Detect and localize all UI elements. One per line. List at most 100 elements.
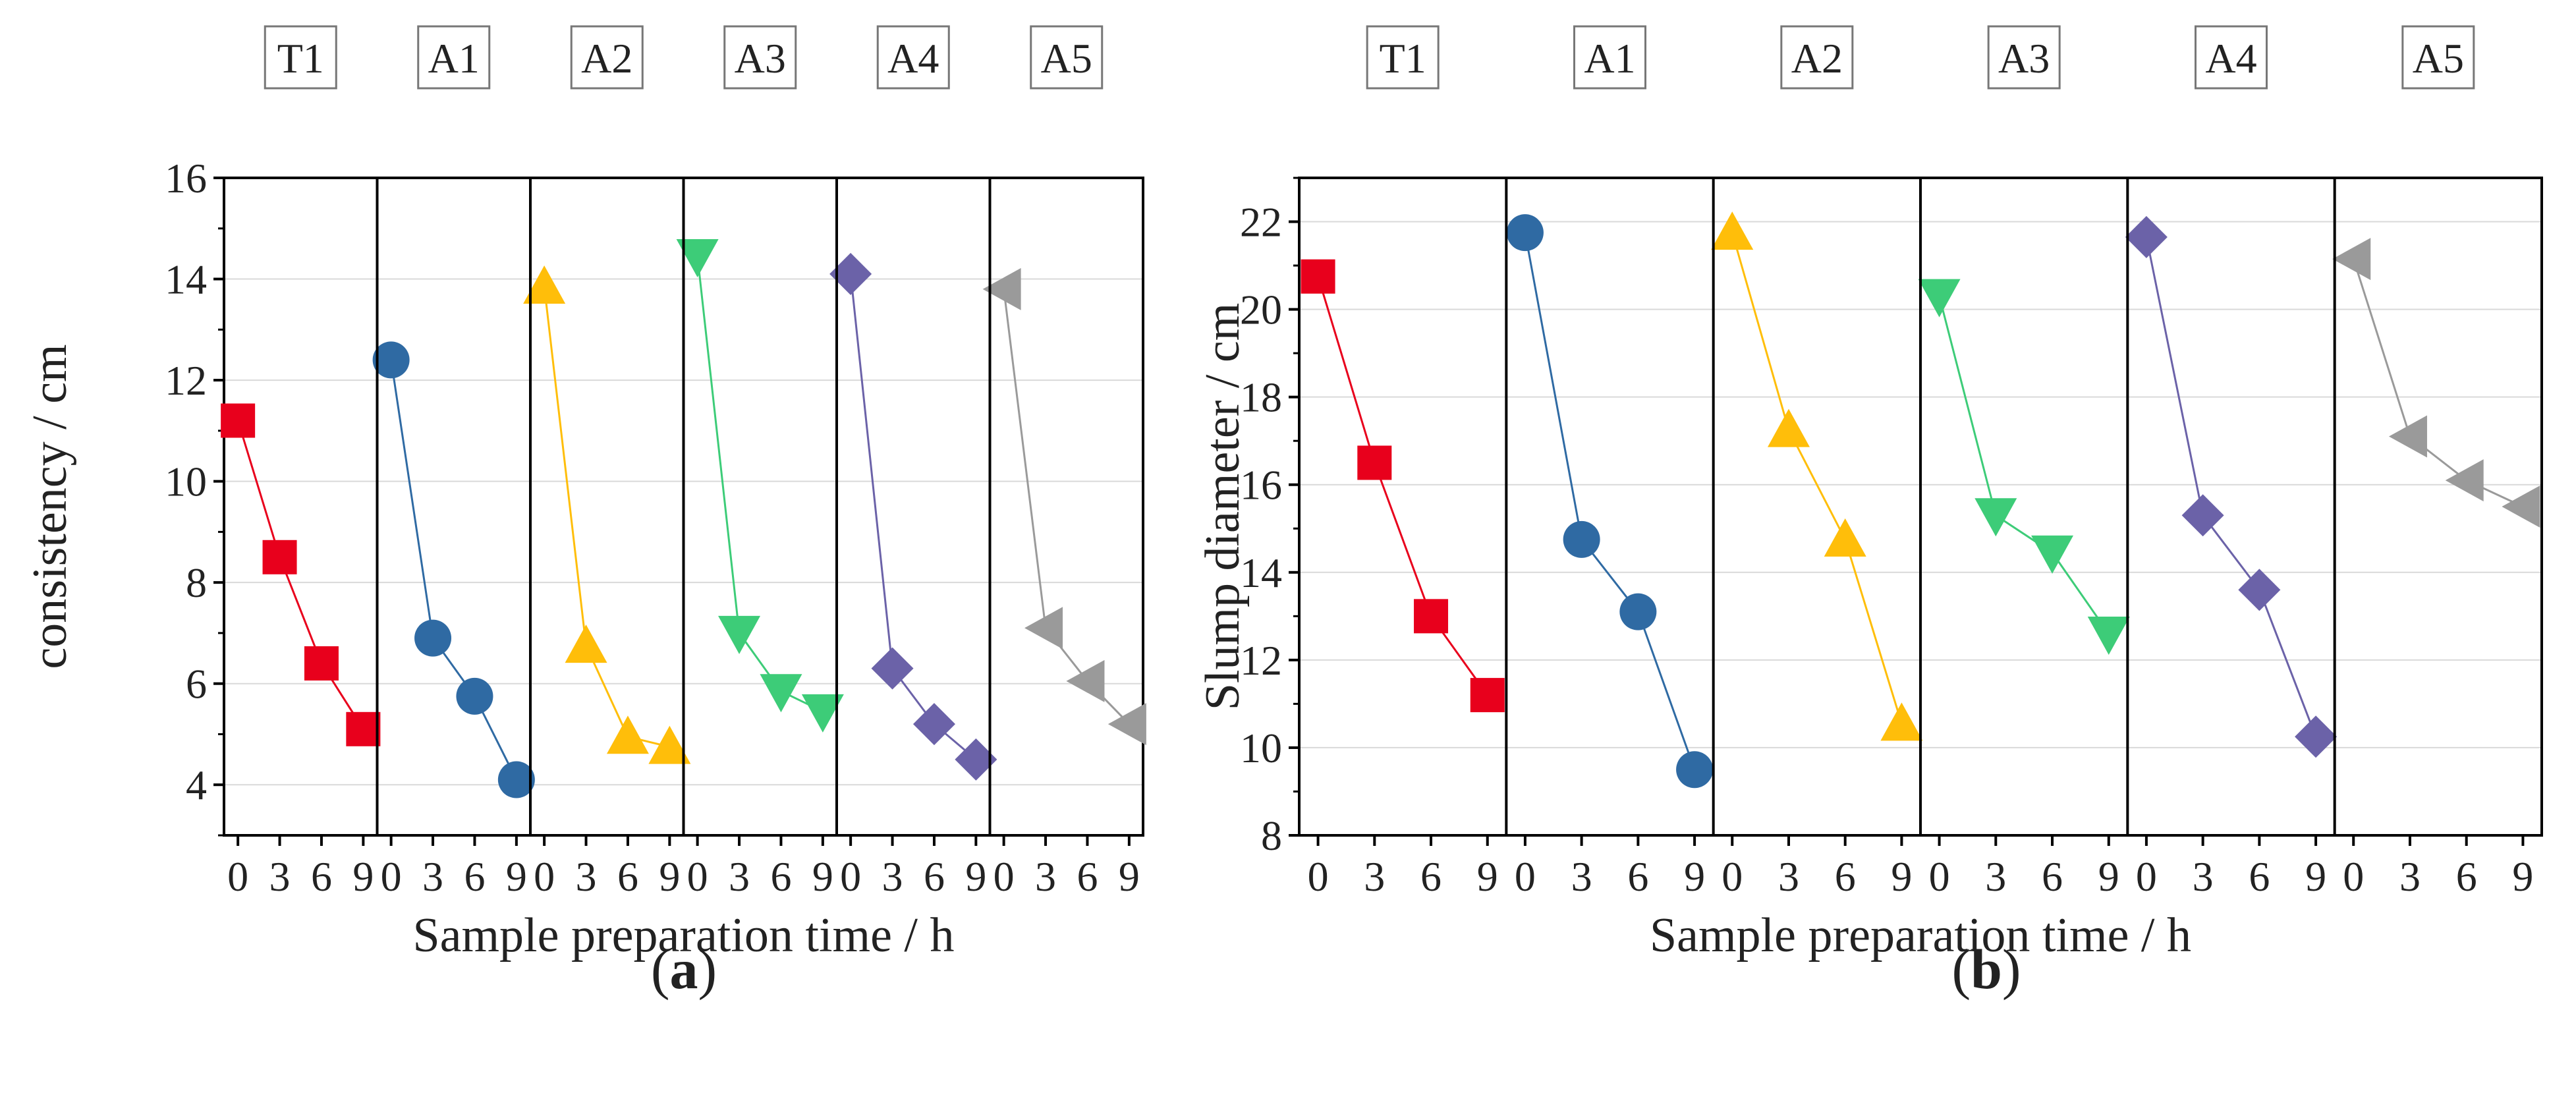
data-point <box>1619 593 1657 630</box>
group-label: T1 <box>1380 35 1426 82</box>
x-tick-label: 9 <box>965 853 986 900</box>
y-tick-label: 4 <box>186 762 207 808</box>
y-tick-label: 10 <box>165 459 207 505</box>
x-tick-label: 3 <box>1364 853 1385 900</box>
group-label-box <box>2195 25 2268 90</box>
group-label-box <box>1030 25 1104 90</box>
x-tick-label: 6 <box>2249 853 2270 900</box>
group-label-box <box>1987 25 2061 90</box>
x-tick-label: 0 <box>227 853 248 900</box>
data-point <box>1414 599 1449 634</box>
x-tick-label: 3 <box>1571 853 1592 900</box>
data-point <box>497 761 535 798</box>
x-tick-label: 3 <box>269 853 291 900</box>
x-tick-label: 0 <box>381 853 402 900</box>
series-t1: T1 0 3 6 9 <box>221 25 381 900</box>
y-tick-label: 16 <box>165 155 207 202</box>
data-point <box>2332 238 2371 281</box>
data-point <box>2295 715 2338 758</box>
series-line <box>849 273 977 760</box>
series-line <box>1524 232 1696 770</box>
x-tick-label: 6 <box>617 853 638 900</box>
x-tick-label: 3 <box>729 853 750 900</box>
data-point <box>1676 751 1714 789</box>
data-point <box>2445 459 2484 502</box>
x-tick-label: 0 <box>687 853 708 900</box>
data-point <box>2181 494 2224 537</box>
x-tick-label: 0 <box>2343 853 2364 900</box>
data-point <box>829 252 872 295</box>
data-point <box>1066 659 1105 702</box>
series-t1: T1 0 3 6 9 <box>1301 25 1505 900</box>
data-point <box>2502 486 2540 528</box>
y-axis-title: Slump diameter / cm <box>1196 303 1250 711</box>
x-tick-label: 6 <box>2456 853 2477 900</box>
data-point <box>1767 408 1810 447</box>
panel-label: (a) <box>651 937 717 1001</box>
x-tick-label: 3 <box>2193 853 2214 900</box>
group-label-box <box>264 25 337 90</box>
y-tick-label: 8 <box>1261 812 1282 859</box>
x-tick-label: 9 <box>2098 853 2119 900</box>
x-tick-label: 9 <box>2512 853 2533 900</box>
group-label: A2 <box>1791 35 1843 82</box>
group-label: A5 <box>2413 35 2464 82</box>
series-a2: A2 0 3 6 9 <box>1711 25 1923 900</box>
data-point <box>221 403 256 438</box>
data-point <box>1880 702 1923 741</box>
x-tick-label: 9 <box>659 853 680 900</box>
x-tick-label: 9 <box>1891 853 1912 900</box>
series-a3: A3 0 3 6 9 <box>676 25 844 900</box>
y-tick-label: 20 <box>1240 287 1282 333</box>
x-tick-label: 0 <box>534 853 555 900</box>
data-point <box>262 540 297 574</box>
group-label-box <box>570 25 644 90</box>
series-line <box>237 420 364 730</box>
series-line <box>1003 289 1130 725</box>
x-tick-label: 9 <box>352 853 374 900</box>
data-point <box>648 725 691 764</box>
data-point <box>1563 520 1600 558</box>
x-tick-label: 9 <box>2305 853 2326 900</box>
series-a3: A3 0 3 6 9 <box>1918 25 2130 900</box>
group-label: T1 <box>277 35 324 82</box>
data-point <box>1470 678 1505 713</box>
group-label: A2 <box>581 35 632 82</box>
series-a5: A5 0 3 6 9 <box>982 25 1146 900</box>
data-point <box>1711 211 1754 250</box>
x-tick-label: 9 <box>1119 853 1140 900</box>
series-line <box>1938 296 2110 634</box>
y-tick-label: 16 <box>1240 462 1282 509</box>
data-point <box>982 267 1021 310</box>
x-tick-label: 3 <box>1778 853 1799 900</box>
series-line <box>2352 258 2524 508</box>
x-tick-label: 6 <box>464 853 485 900</box>
y-tick-label: 14 <box>165 256 207 303</box>
data-point <box>801 694 844 733</box>
y-axis-title: consistency / cm <box>23 344 77 669</box>
series-line <box>390 360 518 781</box>
data-point <box>1024 607 1063 650</box>
group-label: A3 <box>1998 35 2050 82</box>
x-tick-label: 0 <box>840 853 861 900</box>
data-point <box>1301 259 1335 294</box>
data-point <box>1506 214 1544 252</box>
x-tick-label: 6 <box>1835 853 1856 900</box>
series-a4: A4 0 3 6 9 <box>829 25 997 900</box>
x-tick-label: 6 <box>2042 853 2063 900</box>
x-tick-label: 6 <box>311 853 332 900</box>
data-point <box>456 677 493 715</box>
x-axis-title: Sample preparation time / h <box>1650 908 2191 962</box>
group-label-box <box>876 25 950 90</box>
series-a1: A1 0 3 6 9 <box>1506 25 1714 900</box>
data-point <box>760 674 802 713</box>
data-point <box>346 711 381 746</box>
data-point <box>955 738 997 781</box>
series-a5: A5 0 3 6 9 <box>2332 25 2540 900</box>
y-tick-label: 18 <box>1240 374 1282 421</box>
series-a1: A1 0 3 6 9 <box>372 25 535 900</box>
data-point <box>2125 215 2168 258</box>
x-tick-label: 6 <box>1420 853 1442 900</box>
x-tick-label: 0 <box>1308 853 1329 900</box>
